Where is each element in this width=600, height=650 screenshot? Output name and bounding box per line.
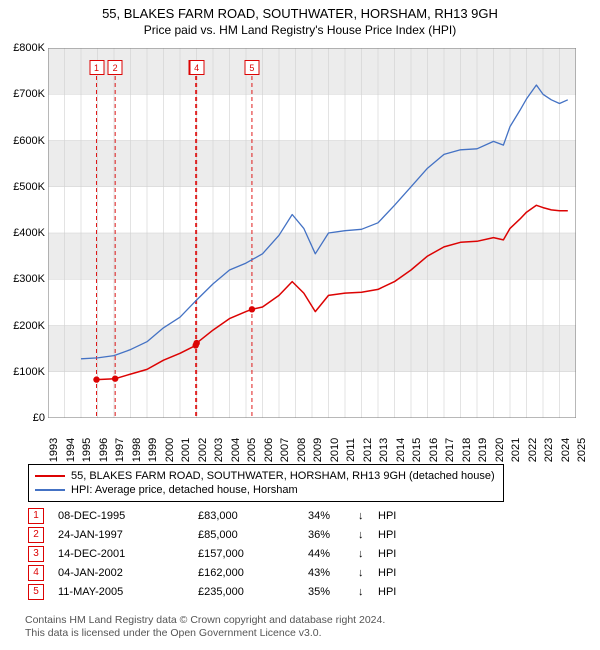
x-tick-label: 2010 — [329, 438, 341, 462]
x-axis-labels: 1993 1994 1995 1996 1997 1998 1999 2000 2001 2002… — [48, 418, 576, 460]
event-row: 5 11-MAY-2005£235,00035%↓HPI — [28, 582, 396, 601]
x-tick-label: 2005 — [246, 438, 258, 462]
event-number: 1 — [28, 508, 44, 524]
event-pct: 36% — [308, 529, 358, 541]
y-tick-label: £200K — [13, 320, 45, 332]
x-tick-label: 2017 — [444, 438, 456, 462]
y-tick-label: £400K — [13, 227, 45, 239]
x-tick-label: 1997 — [114, 438, 126, 462]
event-price: £83,000 — [198, 510, 308, 522]
x-tick-label: 2001 — [180, 438, 192, 462]
y-tick-label: £300K — [13, 273, 45, 285]
x-tick-label: 2007 — [279, 438, 291, 462]
event-row: 4 04-JAN-2002£162,00043%↓HPI — [28, 563, 396, 582]
x-tick-label: 1994 — [65, 438, 77, 462]
event-number: 4 — [28, 565, 44, 581]
event-row: 2 24-JAN-1997£85,00036%↓HPI — [28, 525, 396, 544]
event-marker-1: 1 — [89, 60, 104, 75]
event-row: 3 14-DEC-2001£157,00044%↓HPI — [28, 544, 396, 563]
y-tick-label: £600K — [13, 135, 45, 147]
event-marker-2: 2 — [108, 60, 123, 75]
chart-titles: 55, BLAKES FARM ROAD, SOUTHWATER, HORSHA… — [0, 0, 600, 37]
event-price: £85,000 — [198, 529, 308, 541]
x-tick-label: 2000 — [164, 438, 176, 462]
x-tick-label: 2013 — [378, 438, 390, 462]
event-marker-4: 4 — [189, 60, 204, 75]
legend-row-hpi: HPI: Average price, detached house, Hors… — [35, 483, 495, 497]
footer-line-2: This data is licensed under the Open Gov… — [25, 627, 385, 640]
event-date: 11-MAY-2005 — [58, 586, 198, 598]
y-tick-label: £800K — [13, 42, 45, 54]
x-tick-label: 2012 — [362, 438, 374, 462]
y-tick-label: £700K — [13, 88, 45, 100]
x-tick-label: 2025 — [576, 438, 588, 462]
event-pct: 44% — [308, 548, 358, 560]
event-price: £162,000 — [198, 567, 308, 579]
legend-label-hpi: HPI: Average price, detached house, Hors… — [71, 483, 298, 497]
x-tick-label: 2004 — [230, 438, 242, 462]
event-number: 5 — [28, 584, 44, 600]
y-tick-label: £0 — [33, 412, 45, 424]
x-tick-label: 2022 — [527, 438, 539, 462]
event-rel: HPI — [378, 586, 396, 598]
x-tick-label: 2002 — [197, 438, 209, 462]
event-date: 04-JAN-2002 — [58, 567, 198, 579]
x-tick-label: 2011 — [345, 438, 357, 462]
down-arrow-icon: ↓ — [358, 548, 378, 560]
event-date: 24-JAN-1997 — [58, 529, 198, 541]
down-arrow-icon: ↓ — [358, 586, 378, 598]
x-tick-label: 2006 — [263, 438, 275, 462]
x-tick-label: 2008 — [296, 438, 308, 462]
chart-title: 55, BLAKES FARM ROAD, SOUTHWATER, HORSHA… — [0, 6, 600, 21]
legend: 55, BLAKES FARM ROAD, SOUTHWATER, HORSHA… — [28, 464, 504, 502]
down-arrow-icon: ↓ — [358, 510, 378, 522]
footer-line-1: Contains HM Land Registry data © Crown c… — [25, 614, 385, 627]
event-marker-5: 5 — [244, 60, 259, 75]
x-tick-label: 2021 — [510, 438, 522, 462]
y-axis-labels: £0£100K£200K£300K£400K£500K£600K£700K£80… — [3, 48, 45, 418]
chart-subtitle: Price paid vs. HM Land Registry's House … — [0, 23, 600, 37]
event-rel: HPI — [378, 529, 396, 541]
y-tick-label: £100K — [13, 366, 45, 378]
legend-label-property: 55, BLAKES FARM ROAD, SOUTHWATER, HORSHA… — [71, 469, 495, 483]
x-tick-label: 2023 — [543, 438, 555, 462]
legend-swatch-property — [35, 475, 65, 477]
event-pct: 35% — [308, 586, 358, 598]
event-rel: HPI — [378, 510, 396, 522]
x-tick-label: 2014 — [395, 438, 407, 462]
legend-row-property: 55, BLAKES FARM ROAD, SOUTHWATER, HORSHA… — [35, 469, 495, 483]
events-table: 108-DEC-1995£83,00034%↓HPI224-JAN-1997£8… — [28, 506, 396, 601]
event-price: £235,000 — [198, 586, 308, 598]
x-tick-label: 2016 — [428, 438, 440, 462]
x-tick-label: 2015 — [411, 438, 423, 462]
down-arrow-icon: ↓ — [358, 567, 378, 579]
event-rel: HPI — [378, 548, 396, 560]
x-tick-label: 1998 — [131, 438, 143, 462]
x-tick-label: 1993 — [48, 438, 60, 462]
down-arrow-icon: ↓ — [358, 529, 378, 541]
x-tick-label: 2018 — [461, 438, 473, 462]
event-pct: 34% — [308, 510, 358, 522]
x-tick-label: 2009 — [312, 438, 324, 462]
x-tick-label: 2024 — [560, 438, 572, 462]
event-price: £157,000 — [198, 548, 308, 560]
y-tick-label: £500K — [13, 181, 45, 193]
chart-plot — [48, 48, 576, 418]
event-row: 1 08-DEC-1995£83,00034%↓HPI — [28, 506, 396, 525]
event-number: 3 — [28, 546, 44, 562]
event-date: 08-DEC-1995 — [58, 510, 198, 522]
x-tick-label: 1996 — [98, 438, 110, 462]
footer-attribution: Contains HM Land Registry data © Crown c… — [25, 614, 385, 640]
x-tick-label: 1999 — [147, 438, 159, 462]
x-tick-label: 2020 — [494, 438, 506, 462]
event-date: 14-DEC-2001 — [58, 548, 198, 560]
x-tick-label: 1995 — [81, 438, 93, 462]
event-pct: 43% — [308, 567, 358, 579]
chart-area: £0£100K£200K£300K£400K£500K£600K£700K£80… — [48, 48, 576, 418]
x-tick-label: 2003 — [213, 438, 225, 462]
event-number: 2 — [28, 527, 44, 543]
legend-swatch-hpi — [35, 489, 65, 491]
x-tick-label: 2019 — [477, 438, 489, 462]
event-rel: HPI — [378, 567, 396, 579]
